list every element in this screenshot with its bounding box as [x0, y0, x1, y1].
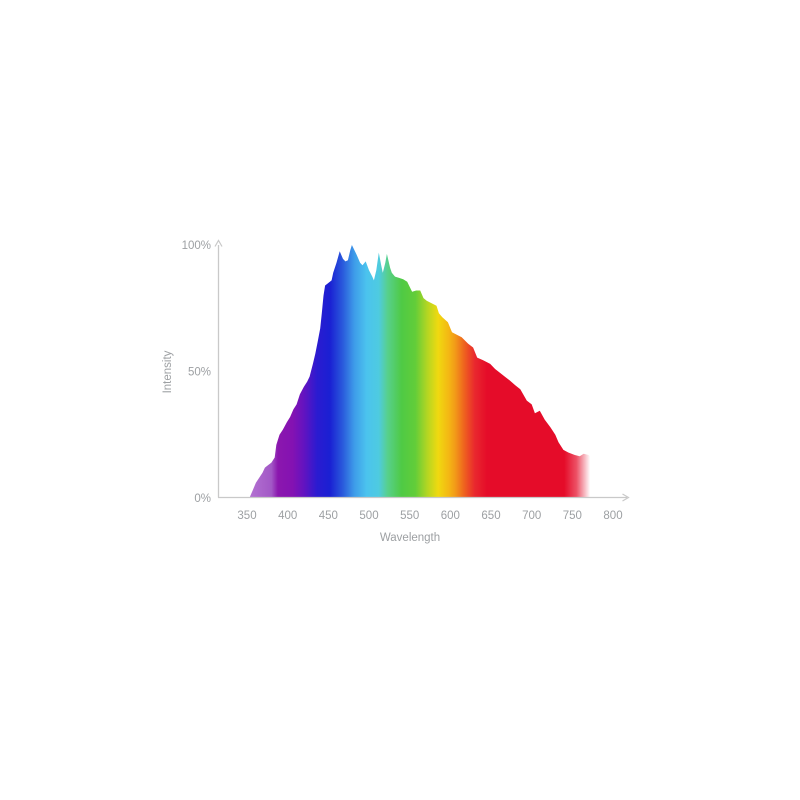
x-axis-arrow-icon	[622, 493, 630, 502]
x-axis	[218, 493, 630, 502]
x-tick-labels: 350 400 450 500 550 600 650 700 750 800	[237, 510, 622, 522]
spectrum-area	[249, 245, 596, 498]
x-tick-label: 800	[603, 510, 622, 522]
y-axis-arrow-icon	[214, 239, 223, 247]
x-tick-label: 350	[237, 510, 256, 522]
x-tick-label: 750	[563, 510, 582, 522]
y-tick-labels: 0% 50% 100%	[182, 240, 211, 505]
y-axis-title: Intensity	[162, 350, 174, 393]
x-tick-label: 500	[359, 510, 378, 522]
x-tick-label: 400	[278, 510, 297, 522]
x-tick-label: 650	[481, 510, 500, 522]
y-tick-label: 100%	[182, 240, 211, 252]
y-axis	[214, 239, 223, 498]
x-axis-title: Wavelength	[380, 532, 440, 544]
y-tick-label: 50%	[188, 367, 211, 379]
x-tick-label: 450	[319, 510, 338, 522]
x-tick-label: 550	[400, 510, 419, 522]
x-tick-label: 600	[441, 510, 460, 522]
y-tick-label: 0%	[194, 493, 211, 505]
x-tick-label: 700	[522, 510, 541, 522]
